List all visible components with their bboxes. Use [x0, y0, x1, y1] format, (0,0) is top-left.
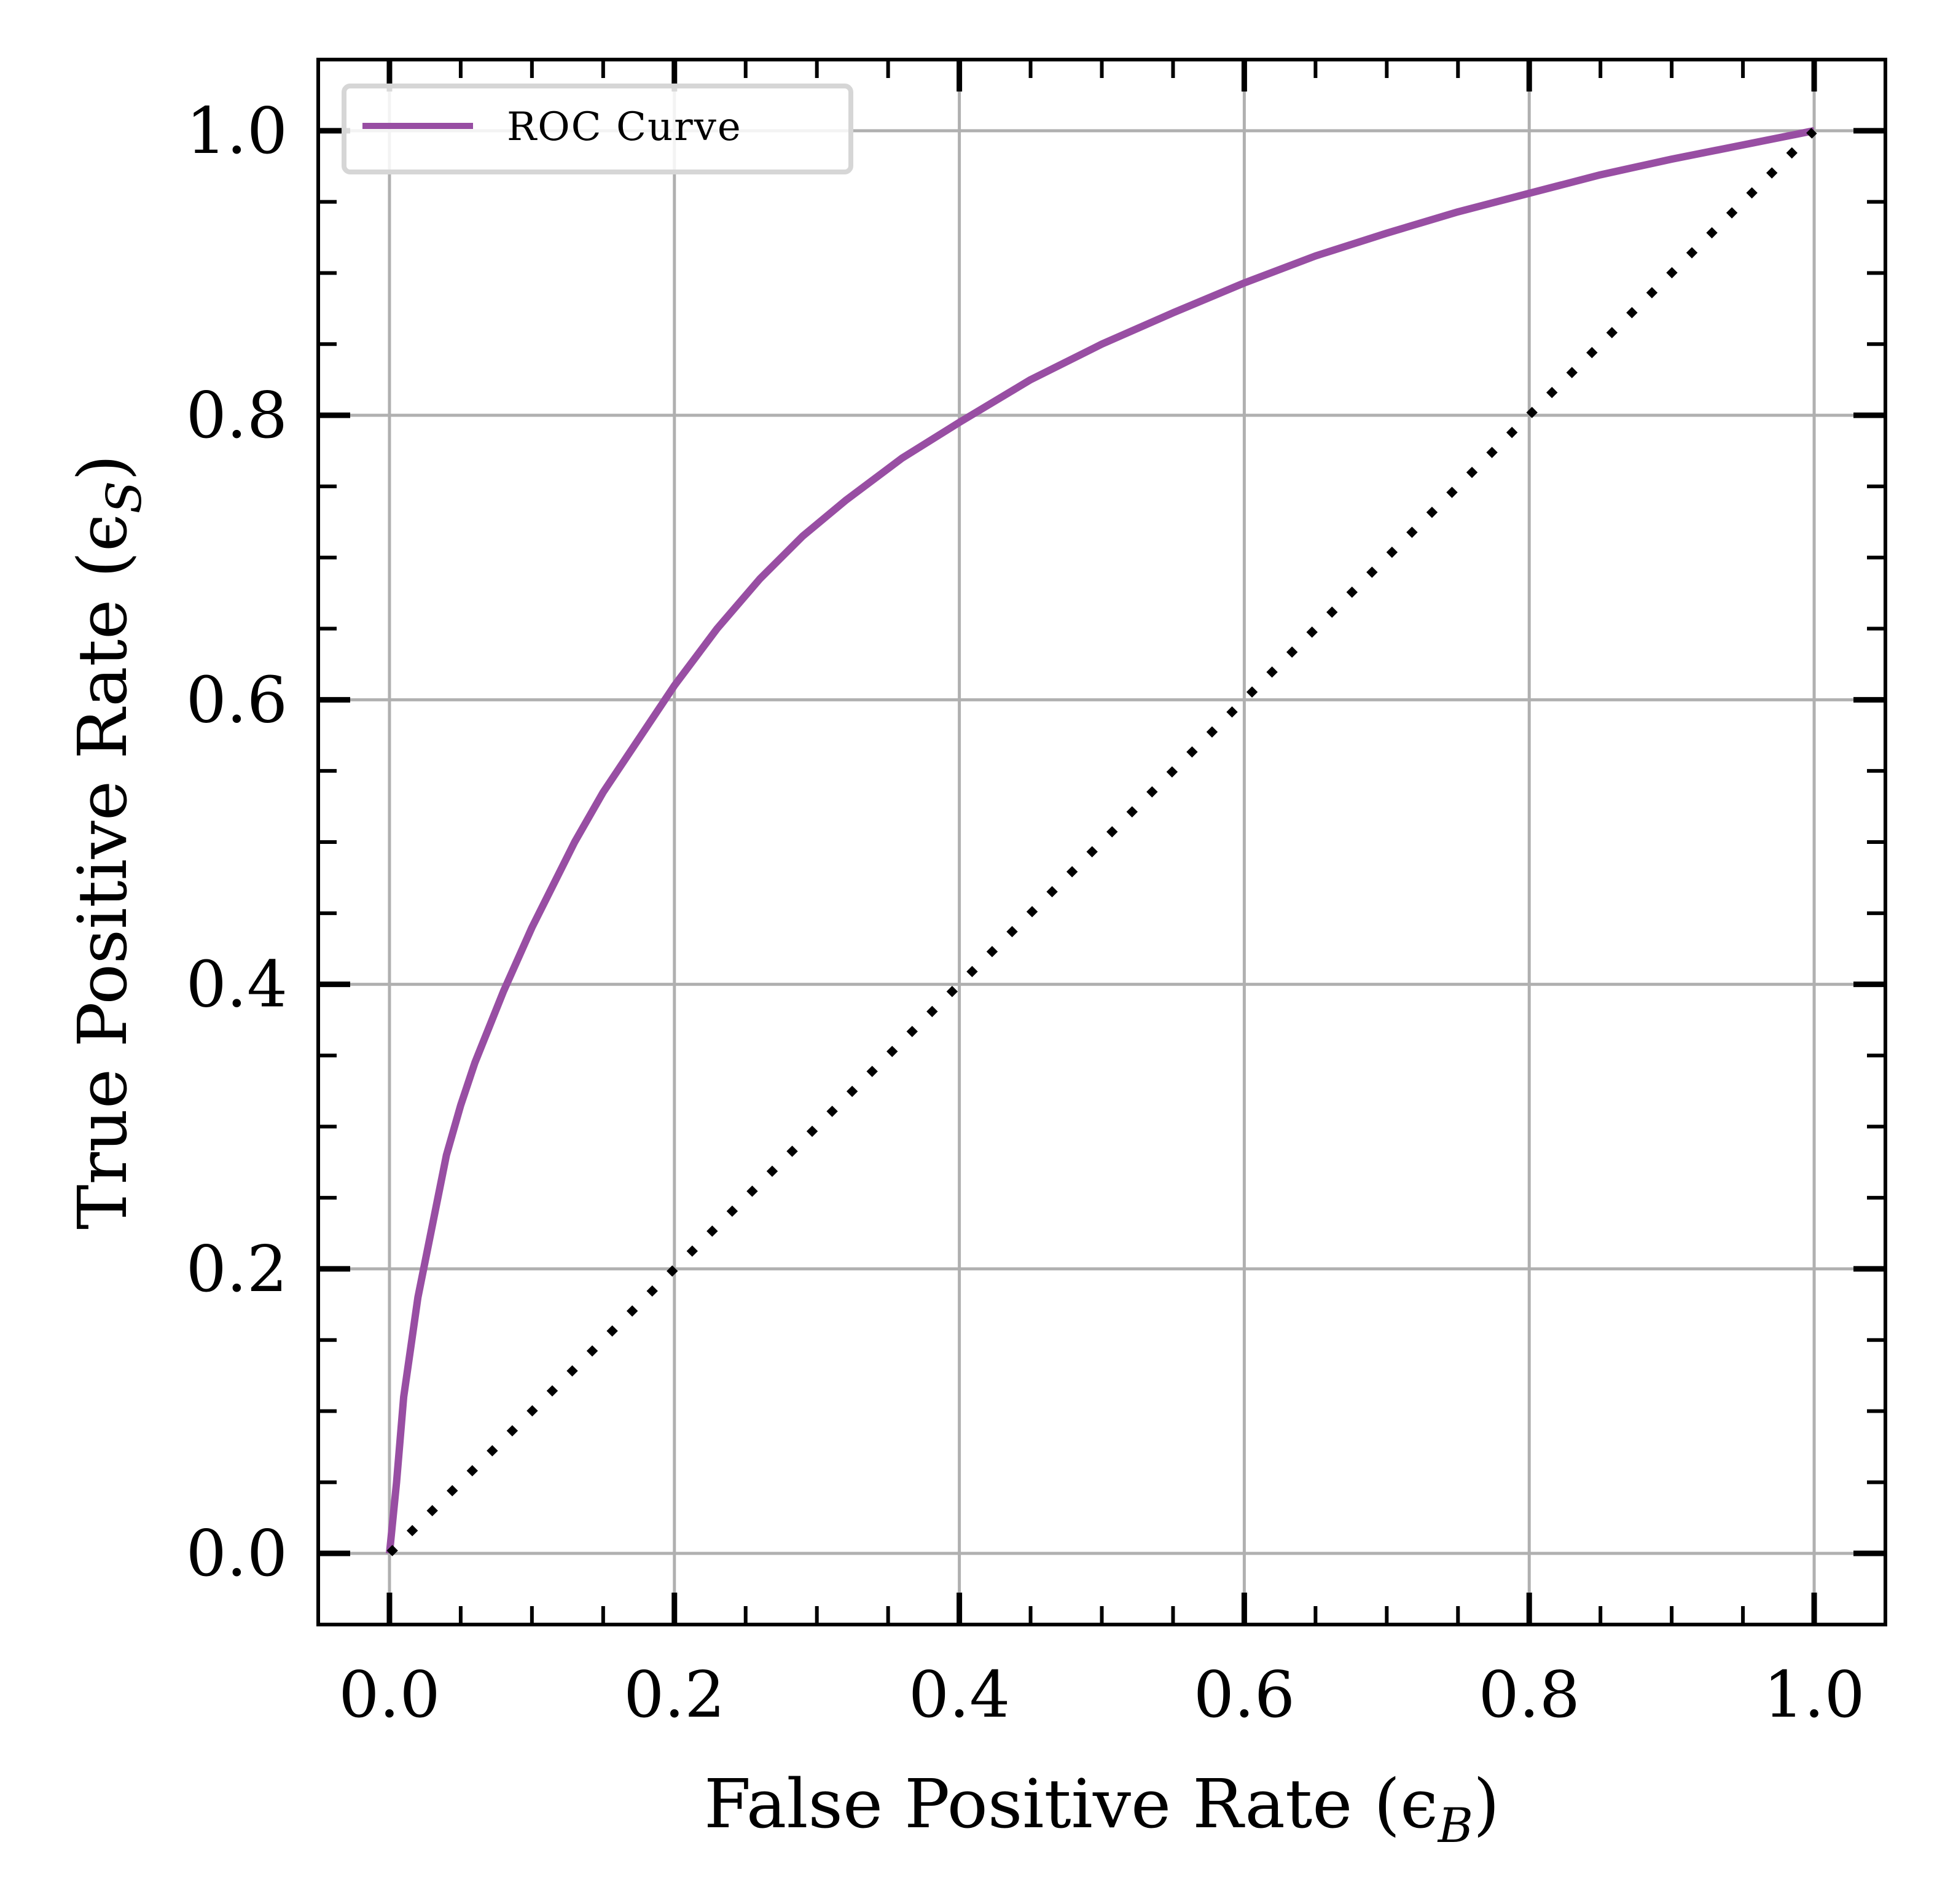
x-axis-label: False Positive Rate (ϵB): [704, 1765, 1500, 1854]
legend-label-roc: ROC Curve: [507, 104, 742, 150]
y-axis-label-main: True Positive Rate (ϵ: [63, 513, 142, 1230]
x-axis-label-close: ): [1473, 1765, 1500, 1843]
y-tick-label: 0.2: [186, 1231, 288, 1306]
x-tick-labels: 0.0 0.2 0.4 0.6 0.8 1.0: [338, 1657, 1865, 1732]
x-tick-label: 0.8: [1479, 1657, 1580, 1732]
y-tick-label: 0.6: [186, 662, 288, 737]
y-tick-label: 0.4: [186, 947, 288, 1022]
y-tick-label: 0.0: [186, 1516, 288, 1591]
roc-curve-line: [386, 127, 1815, 1554]
series-layer: [386, 127, 1817, 1556]
y-tick-label: 0.8: [186, 378, 288, 453]
y-axis-label-close: ): [63, 455, 142, 481]
y-axis-label-subscript: S: [97, 481, 152, 513]
x-tick-label: 0.4: [909, 1657, 1010, 1732]
x-tick-label: 0.0: [338, 1657, 440, 1732]
y-tick-labels: 0.0 0.2 0.4 0.6 0.8 1.0: [186, 93, 288, 1591]
y-axis-label: True Positive Rate (ϵS): [63, 455, 152, 1230]
x-tick-label: 0.6: [1194, 1657, 1295, 1732]
x-tick-label: 0.2: [624, 1657, 725, 1732]
legend: ROC Curve: [342, 84, 853, 174]
legend-box: [342, 84, 853, 174]
x-axis-label-subscript: B: [1437, 1798, 1473, 1854]
x-tick-label: 1.0: [1763, 1657, 1865, 1732]
x-axis-label-main: False Positive Rate (ϵ: [704, 1765, 1438, 1843]
plot-frame: [316, 58, 1887, 1626]
y-tick-label: 1.0: [186, 93, 288, 168]
